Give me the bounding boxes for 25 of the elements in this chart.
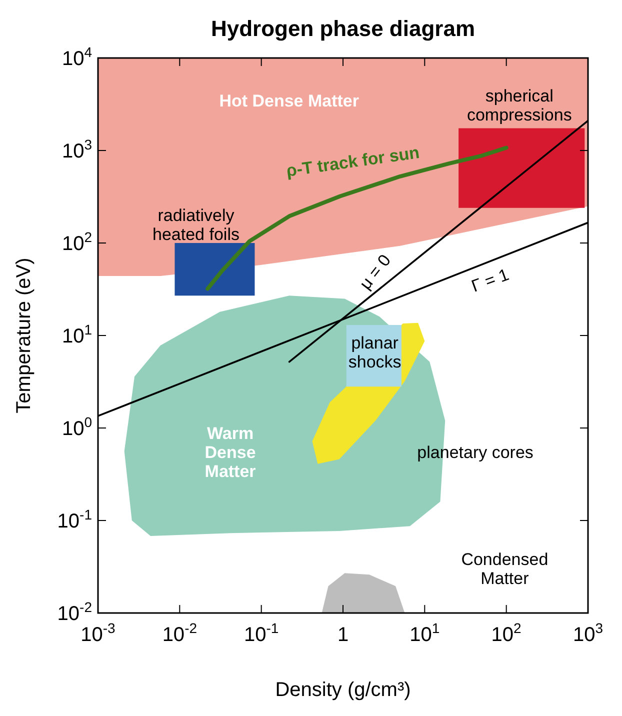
y-tick-label: 10$^{-1}$ bbox=[57, 506, 92, 532]
annotation: ρ-T track for sun bbox=[285, 142, 421, 180]
annotation: planar shocks bbox=[348, 334, 402, 372]
chart-title: Hydrogen phase diagram bbox=[210, 16, 476, 41]
x-tick-label: 10$^{-2}$ bbox=[162, 620, 198, 646]
annotation: Γ = 1 bbox=[468, 265, 512, 296]
x-tick-label: 10$^{2}$ bbox=[491, 620, 522, 646]
annotation: radiatively heated foils bbox=[152, 206, 240, 244]
y-tick-label: 10$^{4}$ bbox=[62, 44, 92, 70]
annotation: μ = 0 bbox=[356, 250, 395, 294]
y-axis-title: Temperature (eV) bbox=[13, 258, 35, 414]
x-tick-label: 10$^{1}$ bbox=[410, 620, 440, 646]
x-tick-label: 1 bbox=[337, 624, 349, 646]
y-tick-label: 10$^{1}$ bbox=[62, 322, 92, 348]
x-tick-label: 10$^{-1}$ bbox=[244, 620, 279, 646]
x-tick-label: 10$^{3}$ bbox=[572, 620, 604, 646]
annotation: Condensed Matter bbox=[461, 550, 548, 588]
x-axis-title: Density (g/cm³) bbox=[275, 679, 411, 701]
y-tick-label: 10$^{2}$ bbox=[62, 229, 92, 255]
annotation: planetary cores bbox=[417, 443, 534, 462]
y-tick-label: 10$^{0}$ bbox=[62, 414, 92, 440]
annotation: Warm Dense Matter bbox=[204, 424, 256, 482]
annotation: Hot Dense Matter bbox=[219, 92, 360, 111]
y-tick-label: 10$^{3}$ bbox=[62, 136, 92, 162]
annotation: spherical compressions bbox=[466, 86, 572, 125]
